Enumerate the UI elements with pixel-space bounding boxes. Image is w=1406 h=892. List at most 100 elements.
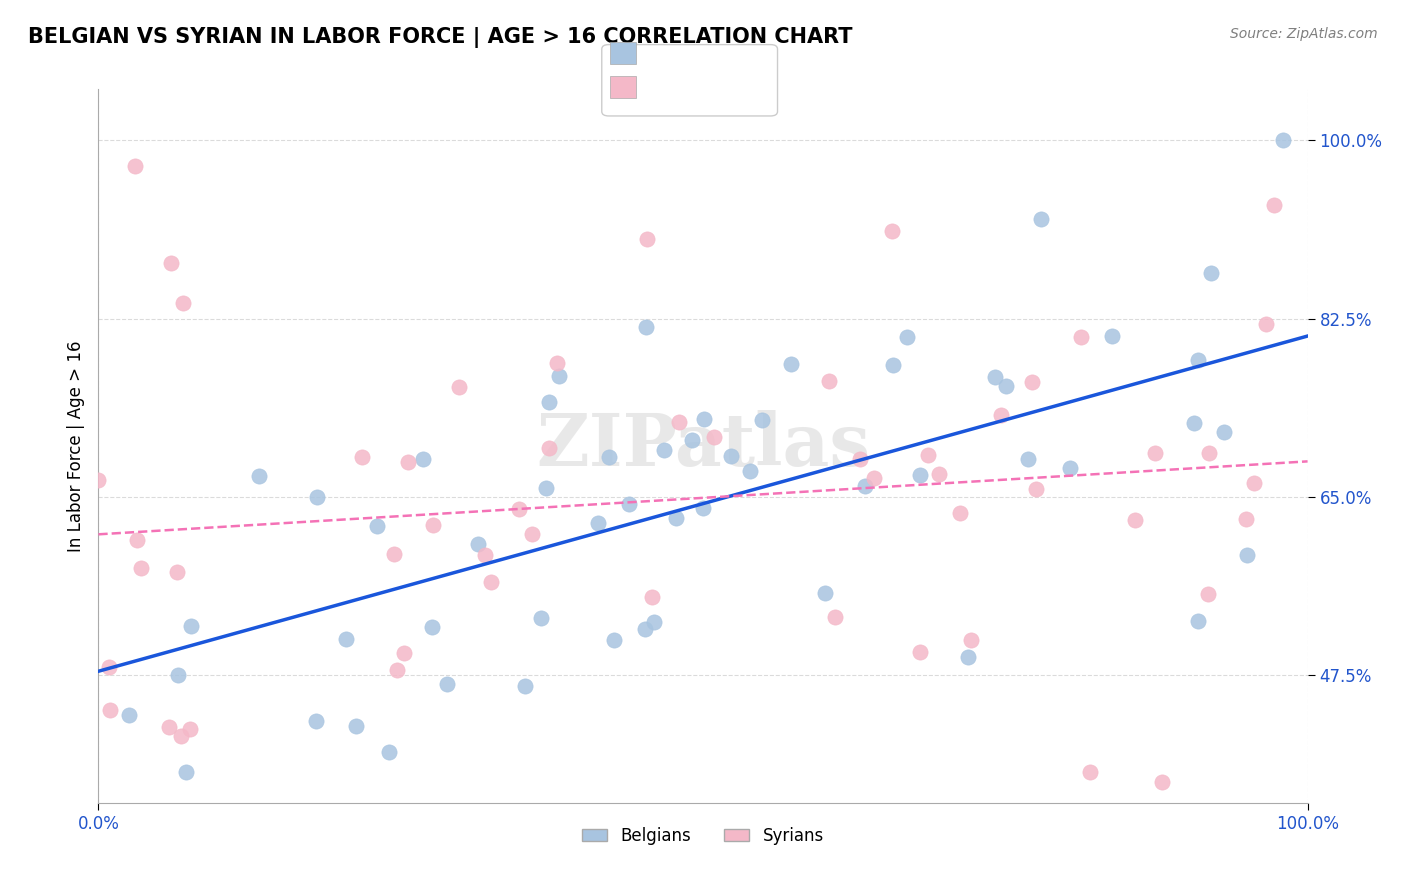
Point (97, 659, 120, 673)
Point (166, 565, 188, 579)
Point (366, 519, 388, 533)
Point (117, 708, 139, 723)
Point (98, 703, 121, 717)
Point (960, 633, 983, 648)
Point (668, 416, 690, 430)
Point (548, 368, 571, 383)
Point (449, 380, 471, 394)
Point (818, 374, 841, 388)
Point (957, 650, 980, 665)
Point (813, 586, 835, 600)
Text: N =: N = (689, 49, 741, 67)
Point (412, 452, 434, 467)
Point (1243, 475, 1265, 490)
Point (422, 517, 444, 532)
Point (617, 497, 640, 511)
Point (479, 575, 502, 590)
Point (1078, 765, 1101, 780)
Text: 0.343: 0.343 (647, 85, 703, 103)
Point (855, 479, 877, 493)
Point (1070, 330, 1092, 344)
Point (949, 506, 972, 520)
Point (1021, 375, 1043, 389)
Point (1198, 445, 1220, 459)
Point (641, 591, 664, 605)
Point (693, 412, 716, 426)
Point (1197, 587, 1219, 601)
Point (1187, 614, 1209, 628)
Point (160, 255, 183, 269)
Point (1025, 482, 1047, 496)
Text: 53: 53 (721, 85, 747, 103)
Point (636, 232, 658, 246)
Point (1213, 425, 1236, 440)
Legend: Belgians, Syrians: Belgians, Syrians (575, 821, 831, 852)
Point (634, 622, 657, 636)
Point (125, 533, 148, 548)
Point (681, 433, 703, 447)
Point (129, 560, 152, 574)
Point (538, 441, 561, 455)
Point (350, 450, 373, 464)
Point (882, 224, 904, 238)
Text: BELGIAN VS SYRIAN IN LABOR FORCE | AGE > 16 CORRELATION CHART: BELGIAN VS SYRIAN IN LABOR FORCE | AGE >… (28, 27, 852, 48)
Point (665, 511, 688, 525)
Text: Source: ZipAtlas.com: Source: ZipAtlas.com (1230, 27, 1378, 41)
Point (546, 356, 568, 370)
Text: 0.661: 0.661 (647, 49, 703, 67)
Point (863, 471, 886, 485)
Point (385, 663, 408, 677)
Point (382, 547, 405, 561)
Point (157, 720, 180, 734)
Point (174, 765, 197, 780)
Point (849, 452, 872, 467)
Point (536, 481, 558, 495)
Point (692, 501, 714, 516)
Point (910, 645, 932, 659)
Point (335, 632, 357, 646)
Point (634, 319, 657, 334)
Point (779, 357, 801, 371)
Point (1184, 416, 1206, 430)
Point (990, 409, 1012, 423)
Point (928, 467, 950, 481)
Point (520, 527, 543, 541)
Point (436, 676, 458, 690)
Point (537, 395, 560, 409)
Text: R =: R = (619, 54, 658, 71)
Point (1031, 212, 1053, 227)
Point (180, 618, 202, 632)
Point (1272, 133, 1295, 147)
Text: R =: R = (619, 85, 658, 103)
Point (172, 296, 194, 310)
Point (983, 370, 1005, 384)
Point (824, 610, 846, 624)
Point (467, 537, 489, 551)
Point (751, 413, 773, 427)
Point (530, 611, 553, 625)
Point (1059, 460, 1081, 475)
Point (882, 359, 904, 373)
Point (586, 516, 609, 530)
Point (169, 729, 191, 743)
Point (1199, 266, 1222, 280)
Point (515, 680, 537, 694)
Point (420, 620, 443, 634)
Point (124, 159, 146, 173)
Point (305, 490, 328, 504)
Point (394, 646, 416, 660)
Point (703, 429, 725, 443)
Text: 55: 55 (721, 49, 747, 67)
Point (896, 330, 918, 344)
Text: R =: R = (619, 49, 658, 67)
Point (1187, 352, 1209, 367)
Point (1152, 775, 1174, 789)
Text: N =: N = (689, 85, 741, 103)
Point (346, 719, 368, 733)
Point (652, 443, 675, 458)
Point (508, 501, 530, 516)
Point (643, 615, 665, 629)
Y-axis label: In Labor Force | Age > 16: In Labor Force | Age > 16 (66, 340, 84, 552)
Point (1234, 512, 1257, 526)
Point (179, 722, 201, 736)
